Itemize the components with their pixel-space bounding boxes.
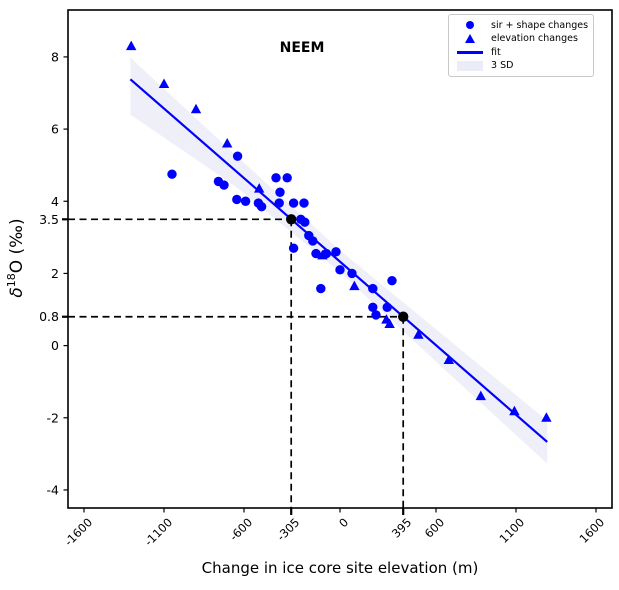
scatter-point-triangle	[190, 103, 202, 114]
x-tick-label: -1100	[142, 515, 176, 549]
legend-item-scatter: sir + shape changes	[455, 19, 589, 31]
marked-point	[398, 311, 409, 322]
scatter-point-circle	[331, 247, 341, 257]
scatter-point-triangle	[413, 329, 424, 339]
circle-marker-icon	[455, 21, 485, 30]
legend-item-fit: fit	[455, 47, 587, 58]
x-tick-label: 0	[336, 515, 351, 530]
y-tick-label: -4	[47, 482, 60, 497]
delta-symbol: δ	[6, 287, 27, 298]
scatter-point-circle	[371, 310, 381, 320]
scatter-point-circle	[299, 198, 309, 208]
scatter-point-triangle	[126, 40, 137, 51]
fit-line	[129, 78, 548, 443]
scatter-point-triangle	[443, 354, 454, 365]
scatter-point-circle	[282, 173, 292, 183]
scatter-point-triangle	[222, 138, 233, 148]
band-patch-icon	[455, 60, 485, 71]
legend-label: 3 SD	[491, 60, 514, 72]
y-tick-label: 4	[51, 194, 59, 209]
scatter-point-circle	[300, 217, 310, 227]
x-tick-label: -600	[227, 515, 255, 543]
scatter-point-triangle	[254, 183, 265, 193]
scatter-point-triangle	[475, 390, 486, 401]
scatter-point-triangle	[541, 412, 552, 422]
x-tick-label: 600	[422, 515, 447, 540]
scatter-point-circle	[232, 151, 243, 161]
y-tick-label: 0.8	[39, 309, 59, 324]
legend-label: fit	[491, 46, 501, 58]
scatter-point-circle	[288, 198, 299, 208]
scatter-point-circle	[368, 283, 378, 294]
legend-item-band: 3 SD	[455, 60, 587, 71]
plot-title: NEEM	[279, 40, 325, 56]
isotope-superscript: 18	[5, 273, 19, 288]
scatter-point-circle	[308, 236, 318, 246]
scatter-point-circle	[232, 194, 242, 205]
scatter-point-circle	[311, 248, 321, 259]
marked-point	[286, 214, 297, 225]
x-tick-label: 1100	[497, 515, 528, 546]
scatter-point-circle	[316, 283, 326, 294]
scatter-point-circle	[347, 268, 357, 279]
scatter-point-circle	[368, 302, 378, 313]
y-tick-label: 2	[51, 266, 59, 281]
scatter-point-circle	[167, 169, 177, 179]
x-tick-label: 395	[389, 515, 414, 540]
scatter-point-circle	[335, 265, 345, 275]
scatter-point-circle	[275, 187, 285, 197]
y-tick-label: -2	[47, 410, 59, 425]
x-tick-label: -1600	[62, 515, 96, 549]
y-axis-label-rest: O (‰)	[6, 218, 27, 274]
scatter-point-circle	[387, 275, 397, 286]
scatter-point-circle	[271, 173, 281, 183]
scatter-point-triangle	[317, 249, 328, 260]
legend: sir + shape changes elevation changes fi…	[448, 14, 594, 77]
x-tick-label: -305	[274, 515, 302, 543]
scatter-point-triangle	[384, 318, 395, 328]
legend-label: elevation changes	[491, 33, 578, 45]
scatter-point-circle	[240, 196, 251, 206]
y-tick-label: 3.5	[39, 212, 59, 227]
scatter-point-triangle	[509, 405, 520, 416]
y-tick-label: 6	[51, 122, 59, 137]
scatter-point-circle	[256, 201, 267, 212]
y-tick-label: 0	[51, 338, 59, 353]
triangle-marker-icon	[455, 34, 485, 44]
legend-item-elevation: elevation changes	[455, 33, 587, 44]
y-axis-label: δ18O (‰)	[5, 218, 27, 297]
y-tick-label: 8	[51, 49, 59, 64]
scatter-point-triangle	[349, 280, 360, 291]
scatter-point-triangle	[158, 78, 170, 88]
scatter-point-circle	[219, 180, 229, 190]
x-tick-label: 1600	[577, 515, 608, 546]
line-marker-icon	[455, 51, 485, 54]
scatter-point-circle	[288, 243, 299, 253]
scatter-point-circle	[382, 302, 392, 313]
scatter-point-circle	[274, 198, 284, 208]
legend-label: sir + shape changes	[491, 19, 589, 31]
x-axis-label: Change in ice core site elevation (m)	[201, 559, 479, 577]
